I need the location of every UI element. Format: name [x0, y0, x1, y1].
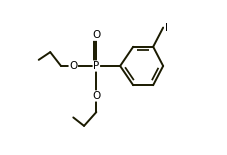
Text: O: O — [92, 91, 100, 101]
Text: O: O — [69, 61, 77, 71]
Text: P: P — [93, 61, 99, 71]
Text: O: O — [92, 30, 100, 40]
Text: I: I — [164, 23, 167, 33]
